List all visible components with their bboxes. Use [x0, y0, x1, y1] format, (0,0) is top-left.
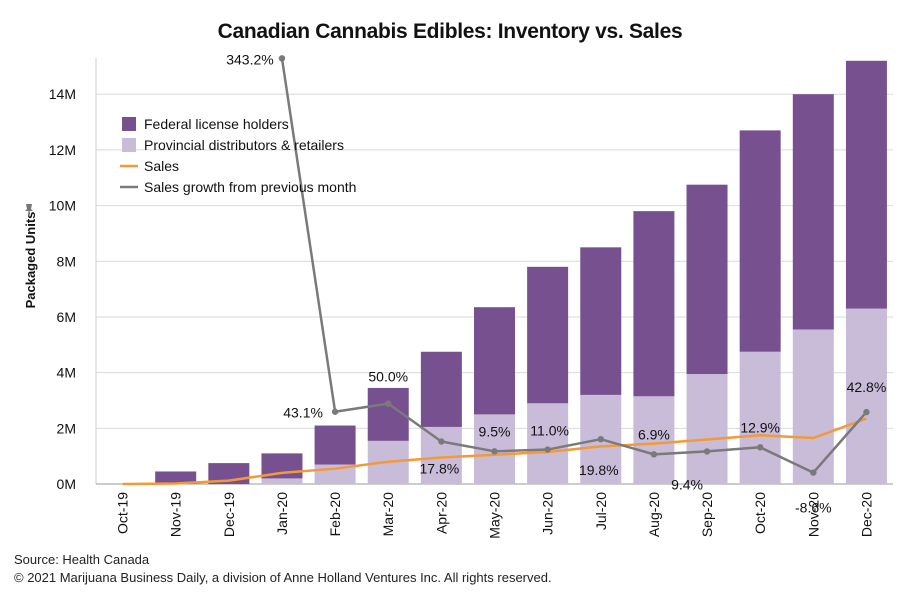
- bar-provincial: [633, 396, 675, 484]
- bar-provincial: [527, 403, 569, 484]
- x-tick-label: Mar-20: [380, 492, 396, 537]
- bar-federal: [474, 307, 515, 415]
- y-tick-label: 4M: [57, 365, 76, 381]
- bar-federal: [792, 94, 834, 330]
- y-tick-label: 0M: [57, 476, 76, 492]
- growth-point: [650, 451, 658, 458]
- x-tick-label: Jul-20: [593, 492, 609, 530]
- growth-data-label: 43.1%: [283, 405, 323, 421]
- legend-swatch: [122, 138, 136, 152]
- growth-point: [863, 408, 870, 416]
- x-tick-label: Nov-20: [805, 492, 821, 537]
- growth-data-label: 6.9%: [638, 426, 670, 442]
- growth-point: [438, 438, 445, 445]
- growth-point: [810, 469, 817, 476]
- bar-federal: [527, 266, 569, 404]
- pin-icon: [25, 204, 33, 216]
- x-tick-label: Feb-20: [327, 492, 343, 537]
- growth-point: [385, 400, 392, 407]
- growth-data-label: 9.5%: [479, 423, 511, 439]
- growth-data-label: 343.2%: [226, 51, 273, 67]
- footer: Source: Health Canada © 2021 Marijuana B…: [14, 551, 552, 587]
- x-tick-label: May-20: [487, 492, 503, 539]
- legend-label: Provincial distributors & retailers: [144, 137, 344, 153]
- growth-data-label: -8.6%: [795, 500, 832, 516]
- growth-data-label: 17.8%: [420, 461, 460, 477]
- bar-federal: [314, 425, 356, 465]
- growth-polyline: [280, 58, 868, 474]
- growth-data-label: 50.0%: [368, 369, 408, 385]
- bar-provincial: [261, 478, 303, 484]
- bars: [155, 60, 887, 484]
- y-tick-label: 12M: [49, 142, 76, 158]
- growth-data-label: 42.8%: [847, 379, 887, 395]
- bar-provincial: [792, 329, 834, 484]
- growth-line: [278, 55, 870, 476]
- y-tick-label: 2M: [57, 420, 76, 436]
- growth-point: [491, 448, 498, 455]
- bar-federal: [686, 184, 728, 375]
- x-tick-label: Apr-20: [433, 492, 449, 534]
- bar-federal: [845, 60, 887, 309]
- x-tick-label: Nov-19: [168, 492, 184, 537]
- y-tick-labels: 0M 2M 4M 6M 8M 10M 12M 14M: [49, 86, 76, 492]
- legend-swatch: [122, 117, 136, 131]
- x-tick-label: Aug-20: [646, 492, 662, 537]
- bar-federal: [155, 471, 197, 484]
- y-tick-label: 10M: [49, 198, 76, 214]
- growth-point: [278, 55, 286, 62]
- growth-point: [597, 435, 604, 443]
- growth-data-label: 19.8%: [579, 462, 619, 478]
- growth-point: [756, 444, 764, 451]
- x-tick-label: Dec-19: [221, 492, 237, 537]
- x-tick-label: Jun-20: [540, 492, 556, 535]
- bar-provincial: [686, 374, 728, 484]
- copyright-note: © 2021 Marijuana Business Daily, a divis…: [14, 570, 552, 585]
- growth-point: [703, 448, 711, 455]
- legend-label: Federal license holders: [144, 116, 289, 132]
- legend-label: Sales growth from previous month: [144, 179, 356, 195]
- y-axis-label: Packaged Units: [23, 212, 38, 309]
- x-tick-label: Oct-19: [115, 492, 131, 534]
- x-tick-label: Dec-20: [858, 492, 874, 537]
- x-tick-label: Jan-20: [274, 492, 290, 535]
- bar-provincial: [739, 351, 781, 484]
- y-tick-label: 6M: [57, 309, 76, 325]
- growth-data-label: 9.4%: [671, 476, 703, 492]
- bar-provincial: [845, 308, 887, 484]
- legend-label: Sales: [144, 158, 179, 174]
- y-tick-label: 14M: [49, 86, 76, 102]
- growth-labels: 343.2% 43.1% 50.0% 17.8% 9.5% 11.0% 19.8% 6.9% 9…: [226, 51, 886, 515]
- bar-provincial: [420, 426, 462, 484]
- growth-point: [331, 408, 339, 415]
- bar-federal: [739, 130, 781, 352]
- x-tick-labels: Oct-19 Nov-19 Dec-19 Jan-20 Feb-20 Mar-20 Apr-…: [115, 492, 875, 539]
- y-tick-label: 8M: [57, 253, 76, 269]
- growth-data-label: 12.9%: [740, 419, 780, 435]
- source-note: Source: Health Canada: [14, 552, 150, 567]
- legend: Federal license holders Provincial distri…: [120, 116, 356, 195]
- bar-federal: [580, 247, 622, 395]
- bar-federal: [633, 211, 675, 397]
- x-tick-label: Oct-20: [752, 492, 768, 534]
- growth-data-label: 11.0%: [530, 423, 569, 439]
- sales-polyline: [122, 417, 867, 486]
- bar-federal: [420, 351, 462, 427]
- growth-point: [544, 446, 551, 453]
- chart-title: Canadian Cannabis Edibles: Inventory vs.…: [217, 20, 683, 43]
- x-tick-label: Sep-20: [699, 492, 715, 537]
- sales-line: [122, 417, 867, 486]
